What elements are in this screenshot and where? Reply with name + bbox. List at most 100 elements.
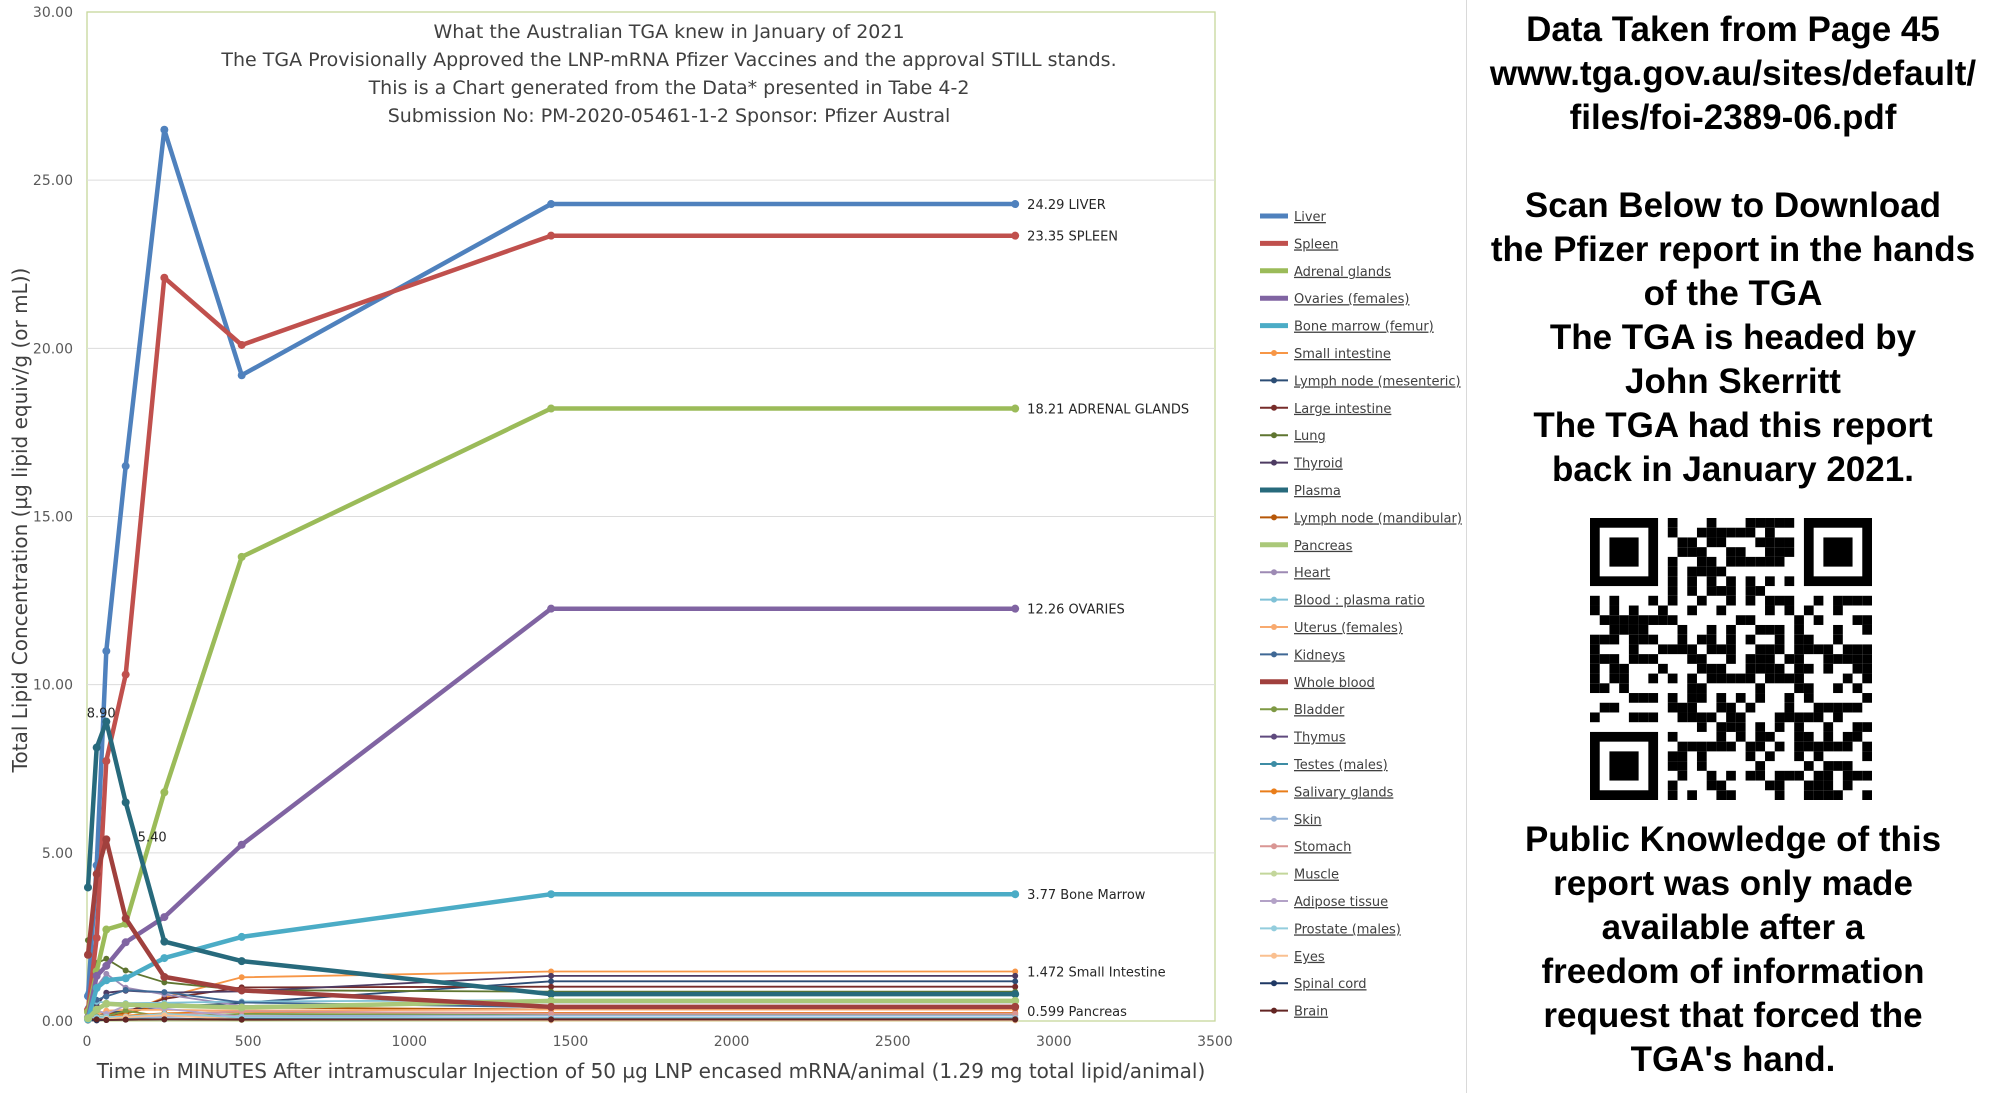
qr-module: [1716, 644, 1727, 655]
data-point: [121, 1000, 130, 1009]
qr-module: [1667, 527, 1678, 538]
qr-module: [1609, 663, 1620, 674]
info-line: www.tga.gov.au/sites/default/: [1489, 54, 1977, 93]
qr-module: [1696, 683, 1707, 694]
qr-module: [1823, 654, 1834, 664]
data-point: [548, 972, 555, 979]
qr-module: [1638, 634, 1649, 645]
qr-module: [1765, 556, 1775, 567]
data-point: [93, 1016, 100, 1023]
data-point: [1011, 231, 1020, 240]
legend-entry: Thyroid: [1293, 457, 1343, 472]
qr-module: [1687, 693, 1697, 703]
data-point: [547, 200, 556, 209]
qr-module: [1774, 547, 1785, 557]
series-line: [85, 837, 1016, 1010]
qr-module: [1765, 654, 1775, 664]
qr-module: [1842, 595, 1853, 606]
qr-module: [1696, 663, 1707, 674]
qr-module: [1813, 770, 1824, 781]
qr-module: [1677, 712, 1688, 723]
info-line: the Pfizer report in the hands: [1490, 230, 1976, 269]
qr-module: [1609, 702, 1620, 713]
qr-module: [1794, 634, 1804, 645]
info-line: The TGA had this report: [1533, 406, 1933, 445]
qr-module: [1706, 770, 1717, 781]
data-point: [121, 670, 130, 679]
qr-module: [1784, 537, 1795, 548]
data-point: [160, 913, 169, 922]
qr-module: [1687, 605, 1697, 616]
qr-module: [1706, 673, 1717, 684]
qr-module: [1774, 741, 1785, 752]
qr-module: [1803, 761, 1814, 771]
chart-title-line: What the Australian TGA knew in January …: [433, 21, 904, 43]
qr-module: [1823, 790, 1834, 800]
qr-module: [1677, 537, 1688, 548]
qr-module: [1628, 615, 1639, 625]
data-point: [548, 983, 555, 990]
data-point: [161, 979, 168, 986]
data-point: [161, 1016, 168, 1023]
qr-module: [1706, 537, 1717, 548]
qr-module: [1745, 663, 1756, 674]
data-point: [1011, 1002, 1020, 1011]
qr-module: [1774, 556, 1785, 567]
y-tick-label: 5.00: [42, 846, 73, 862]
legend-entry: Adrenal glands: [1294, 265, 1391, 280]
legend-entry: Ovaries (females): [1294, 292, 1409, 307]
qr-module: [1638, 654, 1649, 664]
qr-module: [1667, 751, 1678, 762]
legend-entry: Spinal cord: [1294, 977, 1367, 992]
qr-module: [1696, 722, 1707, 732]
x-tick-label: 3000: [1036, 1034, 1072, 1050]
legend-entry: Uterus (females): [1294, 621, 1403, 636]
qr-module: [1716, 537, 1727, 548]
legend-marker: [1271, 350, 1277, 356]
qr-module: [1813, 712, 1824, 723]
data-point: [237, 957, 246, 966]
qr-module: [1794, 741, 1804, 752]
qr-module: [1599, 634, 1610, 645]
qr-module: [1599, 683, 1610, 694]
qr-module: [1765, 576, 1775, 587]
qr-module: [1745, 615, 1756, 625]
qr-module: [1852, 654, 1863, 664]
qr-module: [1833, 605, 1843, 616]
data-point: [121, 462, 130, 471]
qr-module: [1862, 624, 1872, 635]
qr-module: [1696, 547, 1707, 557]
qr-module: [1658, 663, 1668, 674]
right-info-panel: Data Taken from Page 45 www.tga.gov.au/s…: [1466, 0, 2000, 1093]
qr-module: [1803, 634, 1814, 645]
qr-module: [1774, 790, 1785, 800]
qr-module: [1716, 780, 1727, 791]
qr-module: [1803, 790, 1814, 800]
qr-module: [1590, 654, 1600, 664]
qr-module: [1755, 731, 1766, 742]
qr-module: [1765, 624, 1775, 635]
data-point: [103, 970, 110, 977]
qr-module: [1784, 693, 1795, 703]
legend-entry: Lymph node (mandibular): [1294, 511, 1462, 526]
qr-module: [1648, 615, 1659, 625]
qr-code-image[interactable]: [1590, 518, 1872, 800]
qr-module: [1813, 644, 1824, 655]
qr-module: [1774, 644, 1785, 655]
y-tick-label: 15.00: [33, 510, 73, 526]
qr-module: [1833, 790, 1843, 800]
info-line: back in January 2021.: [1552, 450, 1914, 489]
legend-marker: [1271, 980, 1277, 987]
qr-module: [1716, 790, 1727, 800]
qr-module: [1765, 547, 1775, 557]
qr-module: [1726, 586, 1736, 596]
qr-module: [1803, 605, 1814, 616]
qr-module: [1745, 634, 1756, 645]
data-point: [237, 840, 246, 849]
qr-module: [1755, 654, 1766, 664]
data-point: [102, 961, 111, 970]
data-point: [547, 604, 556, 613]
qr-module: [1716, 673, 1727, 684]
legend-entry: Small intestine: [1294, 347, 1391, 362]
legend-entry: Testes (males): [1293, 758, 1388, 773]
